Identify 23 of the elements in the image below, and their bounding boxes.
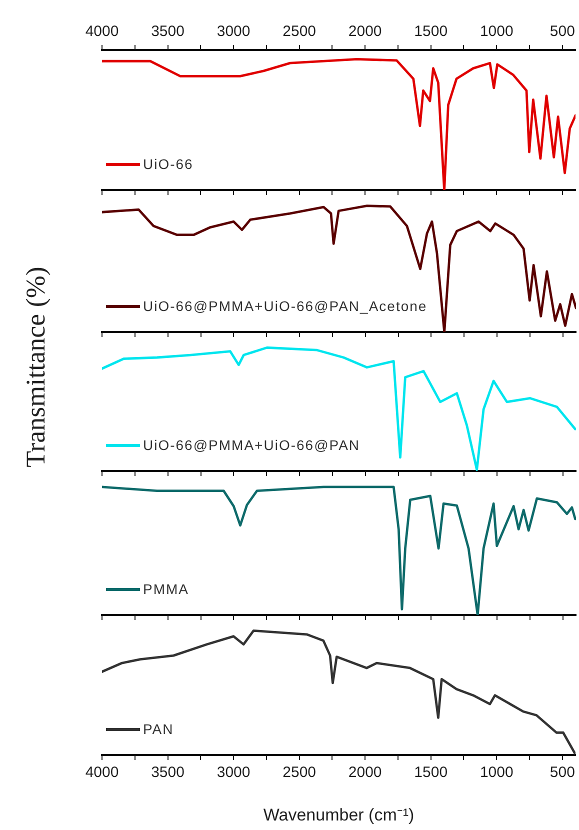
y-axis-title: Transmittance (%) <box>20 266 52 468</box>
x-tick-label: 1000 <box>480 764 514 782</box>
legend-label: PMMA <box>143 581 189 597</box>
x-tick-label: 3500 <box>151 23 184 40</box>
x-tick-label: 1000 <box>480 23 514 40</box>
x-tick-label: 2500 <box>282 764 316 782</box>
legend-label: PAN <box>143 721 174 737</box>
x-axis-title: Wavenumber (cm⁻¹) <box>263 805 414 824</box>
x-tick-label: 4000 <box>85 764 119 782</box>
x-tick-label: 1500 <box>414 764 448 782</box>
legend-label: UiO-66@PMMA+UiO-66@PAN <box>143 437 360 453</box>
x-tick-label: 3000 <box>216 764 250 782</box>
x-tick-label: 2000 <box>348 23 382 40</box>
x-tick-label: 4000 <box>85 23 119 40</box>
x-tick-label: 3500 <box>151 764 184 782</box>
x-tick-label: 3000 <box>216 23 250 40</box>
x-tick-label: 2000 <box>348 764 382 782</box>
legend-label: UiO-66@PMMA+UiO-66@PAN_Acetone <box>143 298 428 314</box>
x-tick-label: 1500 <box>414 23 448 40</box>
x-tick-label: 2500 <box>282 23 316 40</box>
legend-label: UiO-66 <box>143 156 194 172</box>
x-tick-label: 500 <box>550 23 575 40</box>
x-tick-label: 500 <box>550 764 575 782</box>
